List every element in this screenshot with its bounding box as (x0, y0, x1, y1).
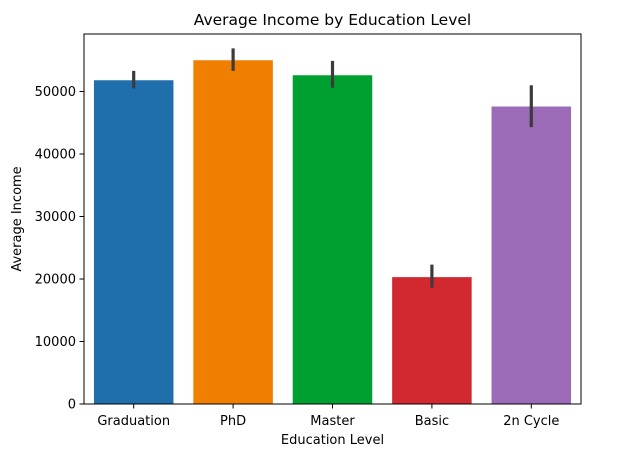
y-tick-label: 10000 (35, 335, 76, 350)
y-axis-ticks: 0 10000 20000 30000 40000 50000 (35, 85, 84, 413)
y-tick-label: 20000 (35, 273, 76, 288)
bar-4 (491, 106, 572, 404)
bars-group (93, 60, 572, 404)
y-tick-label: 0 (68, 398, 76, 413)
bar-1 (193, 60, 273, 404)
x-tick-label: 2n Cycle (503, 414, 559, 429)
bar-3 (392, 277, 472, 404)
y-axis-label: Average Income (10, 166, 25, 271)
errorbars-group (132, 48, 533, 288)
x-axis-label: Education Level (281, 433, 384, 448)
bar-2 (292, 75, 373, 404)
x-tick-label: Graduation (97, 414, 170, 429)
y-tick-label: 50000 (35, 85, 76, 100)
x-tick-label: Basic (415, 414, 449, 429)
x-axis-ticks: Graduation PhD Master Basic 2n Cycle (97, 404, 559, 429)
x-tick-label: Master (310, 414, 355, 429)
bar-0 (93, 80, 174, 404)
y-tick-label: 30000 (35, 210, 76, 225)
x-tick-label: PhD (220, 414, 246, 429)
chart-title: Average Income by Education Level (194, 11, 472, 29)
y-tick-label: 40000 (35, 148, 76, 163)
